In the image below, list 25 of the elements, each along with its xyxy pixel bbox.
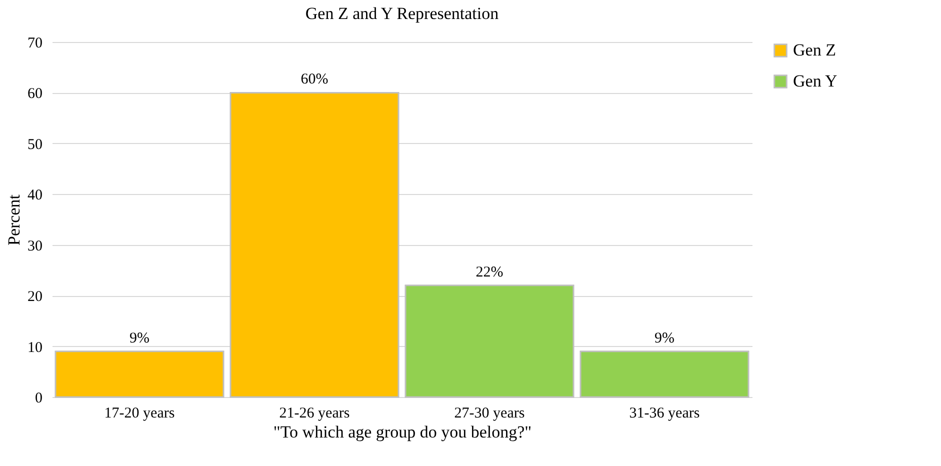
y-tick-label: 50 xyxy=(28,136,42,153)
bar xyxy=(54,350,224,398)
bar xyxy=(230,92,400,398)
data-label: 9% xyxy=(130,330,150,346)
legend-label: Gen Z xyxy=(793,40,836,60)
data-label: 22% xyxy=(476,264,504,280)
bar xyxy=(404,284,574,398)
y-tick-label: 20 xyxy=(28,289,42,306)
x-tick-label: 17-20 years xyxy=(104,406,175,422)
legend-label: Gen Y xyxy=(793,72,838,90)
data-label: 60% xyxy=(300,72,328,88)
y-tick-label: 10 xyxy=(28,340,42,356)
x-tick-label: 21-26 years xyxy=(279,406,350,422)
y-tick-label: 40 xyxy=(28,188,42,204)
chart-title: Gen Z and Y Representation xyxy=(305,4,500,23)
x-tick-label: 31-36 years xyxy=(629,406,700,422)
y-tick-label: 0 xyxy=(35,390,42,406)
y-tick-label: 70 xyxy=(28,36,42,52)
x-tick-label: 27-30 years xyxy=(454,406,525,422)
y-tick-label: 30 xyxy=(28,238,42,254)
bar xyxy=(580,350,750,398)
x-axis-title: "To which age group do you belong?" xyxy=(273,422,532,442)
y-axis-title: Percent xyxy=(4,194,24,246)
y-tick-label: 60 xyxy=(28,86,42,102)
data-label: 9% xyxy=(654,330,674,346)
